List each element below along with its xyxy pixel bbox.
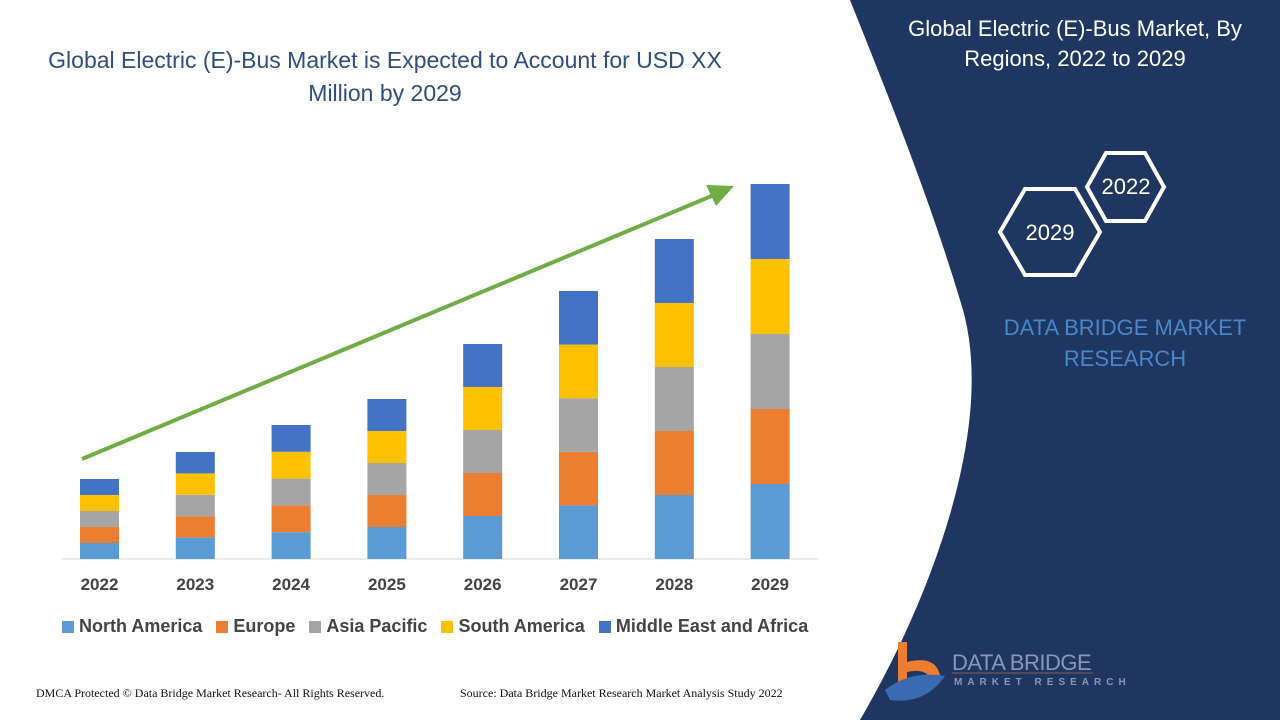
- bar-2023-north-america: [175, 537, 215, 559]
- bar-2028-europe: [654, 431, 694, 495]
- bar-2029-south-america: [750, 259, 790, 334]
- bar-2025-asia-pacific: [367, 463, 407, 495]
- legend-item: Europe: [216, 616, 295, 637]
- bar-2024-middle-east-and-africa: [271, 425, 311, 452]
- bar-2027-asia-pacific: [559, 398, 598, 452]
- legend: North America Europe Asia Pacific South Ame…: [62, 616, 808, 637]
- legend-item: Middle East and Africa: [598, 616, 809, 637]
- bar-2027-south-america: [559, 344, 598, 399]
- chart-title: Global Electric (E)-Bus Market is Expect…: [48, 47, 722, 106]
- bar-2028-south-america: [654, 303, 694, 367]
- bar-2023-middle-east-and-africa: [175, 452, 215, 474]
- legend-label: Europe: [233, 616, 296, 636]
- x-tick-label: 2029: [751, 575, 789, 594]
- x-tick-label: 2026: [463, 575, 502, 594]
- x-tick-label: 2028: [655, 575, 694, 594]
- legend-item: South America: [441, 616, 585, 637]
- stacked-bar-chart: [62, 184, 818, 560]
- bar-2025-north-america: [367, 527, 407, 559]
- bar-2024-south-america: [271, 451, 311, 479]
- legend-label: South America: [458, 616, 585, 636]
- bar-2023-europe: [175, 516, 215, 538]
- x-tick-label: 2023: [176, 575, 215, 594]
- trend-arrow: [81, 185, 734, 461]
- bar-2029-europe: [750, 409, 790, 484]
- bar-2028-middle-east-and-africa: [654, 239, 694, 303]
- legend-swatch: [441, 620, 454, 633]
- hexagon-2022: [1084, 151, 1167, 223]
- bar-2022-north-america: [80, 543, 119, 559]
- bar-2025-south-america: [367, 431, 407, 463]
- logo-name: DATA BRIDGE: [952, 650, 1092, 675]
- brand-text: DATA BRIDGE MARKET RESEARCH: [1003, 315, 1247, 371]
- bar-2027-north-america: [559, 505, 598, 559]
- x-tick-label: 2025: [367, 575, 406, 594]
- logo-icon: [885, 642, 945, 701]
- bar-2028-north-america: [654, 495, 694, 559]
- legend-swatch: [62, 620, 74, 633]
- footer-source: Source: Data Bridge Market Research Mark…: [460, 686, 783, 700]
- bar-2029-middle-east-and-africa: [750, 184, 790, 259]
- bar-2025-europe: [367, 495, 407, 527]
- legend-swatch: [216, 620, 229, 633]
- legend-label: Middle East and Africa: [615, 616, 809, 636]
- bar-2023-asia-pacific: [175, 494, 215, 517]
- bar-2025-middle-east-and-africa: [367, 399, 407, 431]
- bar-2029-asia-pacific: [750, 334, 790, 409]
- bar-2029-north-america: [750, 484, 790, 559]
- legend-label: North America: [79, 616, 203, 636]
- x-tick-label: 2022: [80, 575, 119, 594]
- x-tick-label: 2027: [559, 575, 598, 594]
- bar-2027-europe: [559, 451, 598, 506]
- bar-2026-europe: [463, 473, 503, 516]
- bar-2023-south-america: [175, 473, 215, 495]
- hexagon-2029: [997, 187, 1103, 277]
- bar-2022-europe: [80, 527, 119, 543]
- bar-2027-middle-east-and-africa: [559, 291, 598, 345]
- bar-2022-south-america: [80, 495, 119, 511]
- bar-2026-south-america: [463, 387, 503, 430]
- legend-item: North America: [62, 616, 202, 637]
- hex-label-2022: 2022: [1101, 174, 1151, 199]
- bar-2026-north-america: [463, 516, 503, 559]
- panel-title: Global Electric (E)-Bus Market, By Regio…: [908, 16, 1242, 71]
- footer-copyright: DMCA Protected © Data Bridge Market Rese…: [36, 686, 385, 700]
- bar-2024-asia-pacific: [271, 478, 311, 506]
- x-tick-label: 2024: [272, 575, 310, 594]
- legend-label: Asia Pacific: [326, 616, 428, 636]
- logo-tagline: MARKET RESEARCH: [954, 677, 1131, 688]
- bar-2022-asia-pacific: [80, 511, 119, 527]
- legend-swatch: [598, 620, 611, 633]
- bar-2024-north-america: [271, 532, 311, 559]
- bar-2024-europe: [271, 505, 311, 533]
- legend-swatch: [309, 620, 322, 633]
- bar-2022-middle-east-and-africa: [80, 479, 119, 495]
- bar-2026-asia-pacific: [463, 430, 503, 473]
- bar-2028-asia-pacific: [654, 367, 694, 431]
- legend-item: Asia Pacific: [309, 616, 427, 637]
- bar-2026-middle-east-and-africa: [463, 344, 503, 387]
- hex-label-2029: 2029: [1025, 220, 1075, 245]
